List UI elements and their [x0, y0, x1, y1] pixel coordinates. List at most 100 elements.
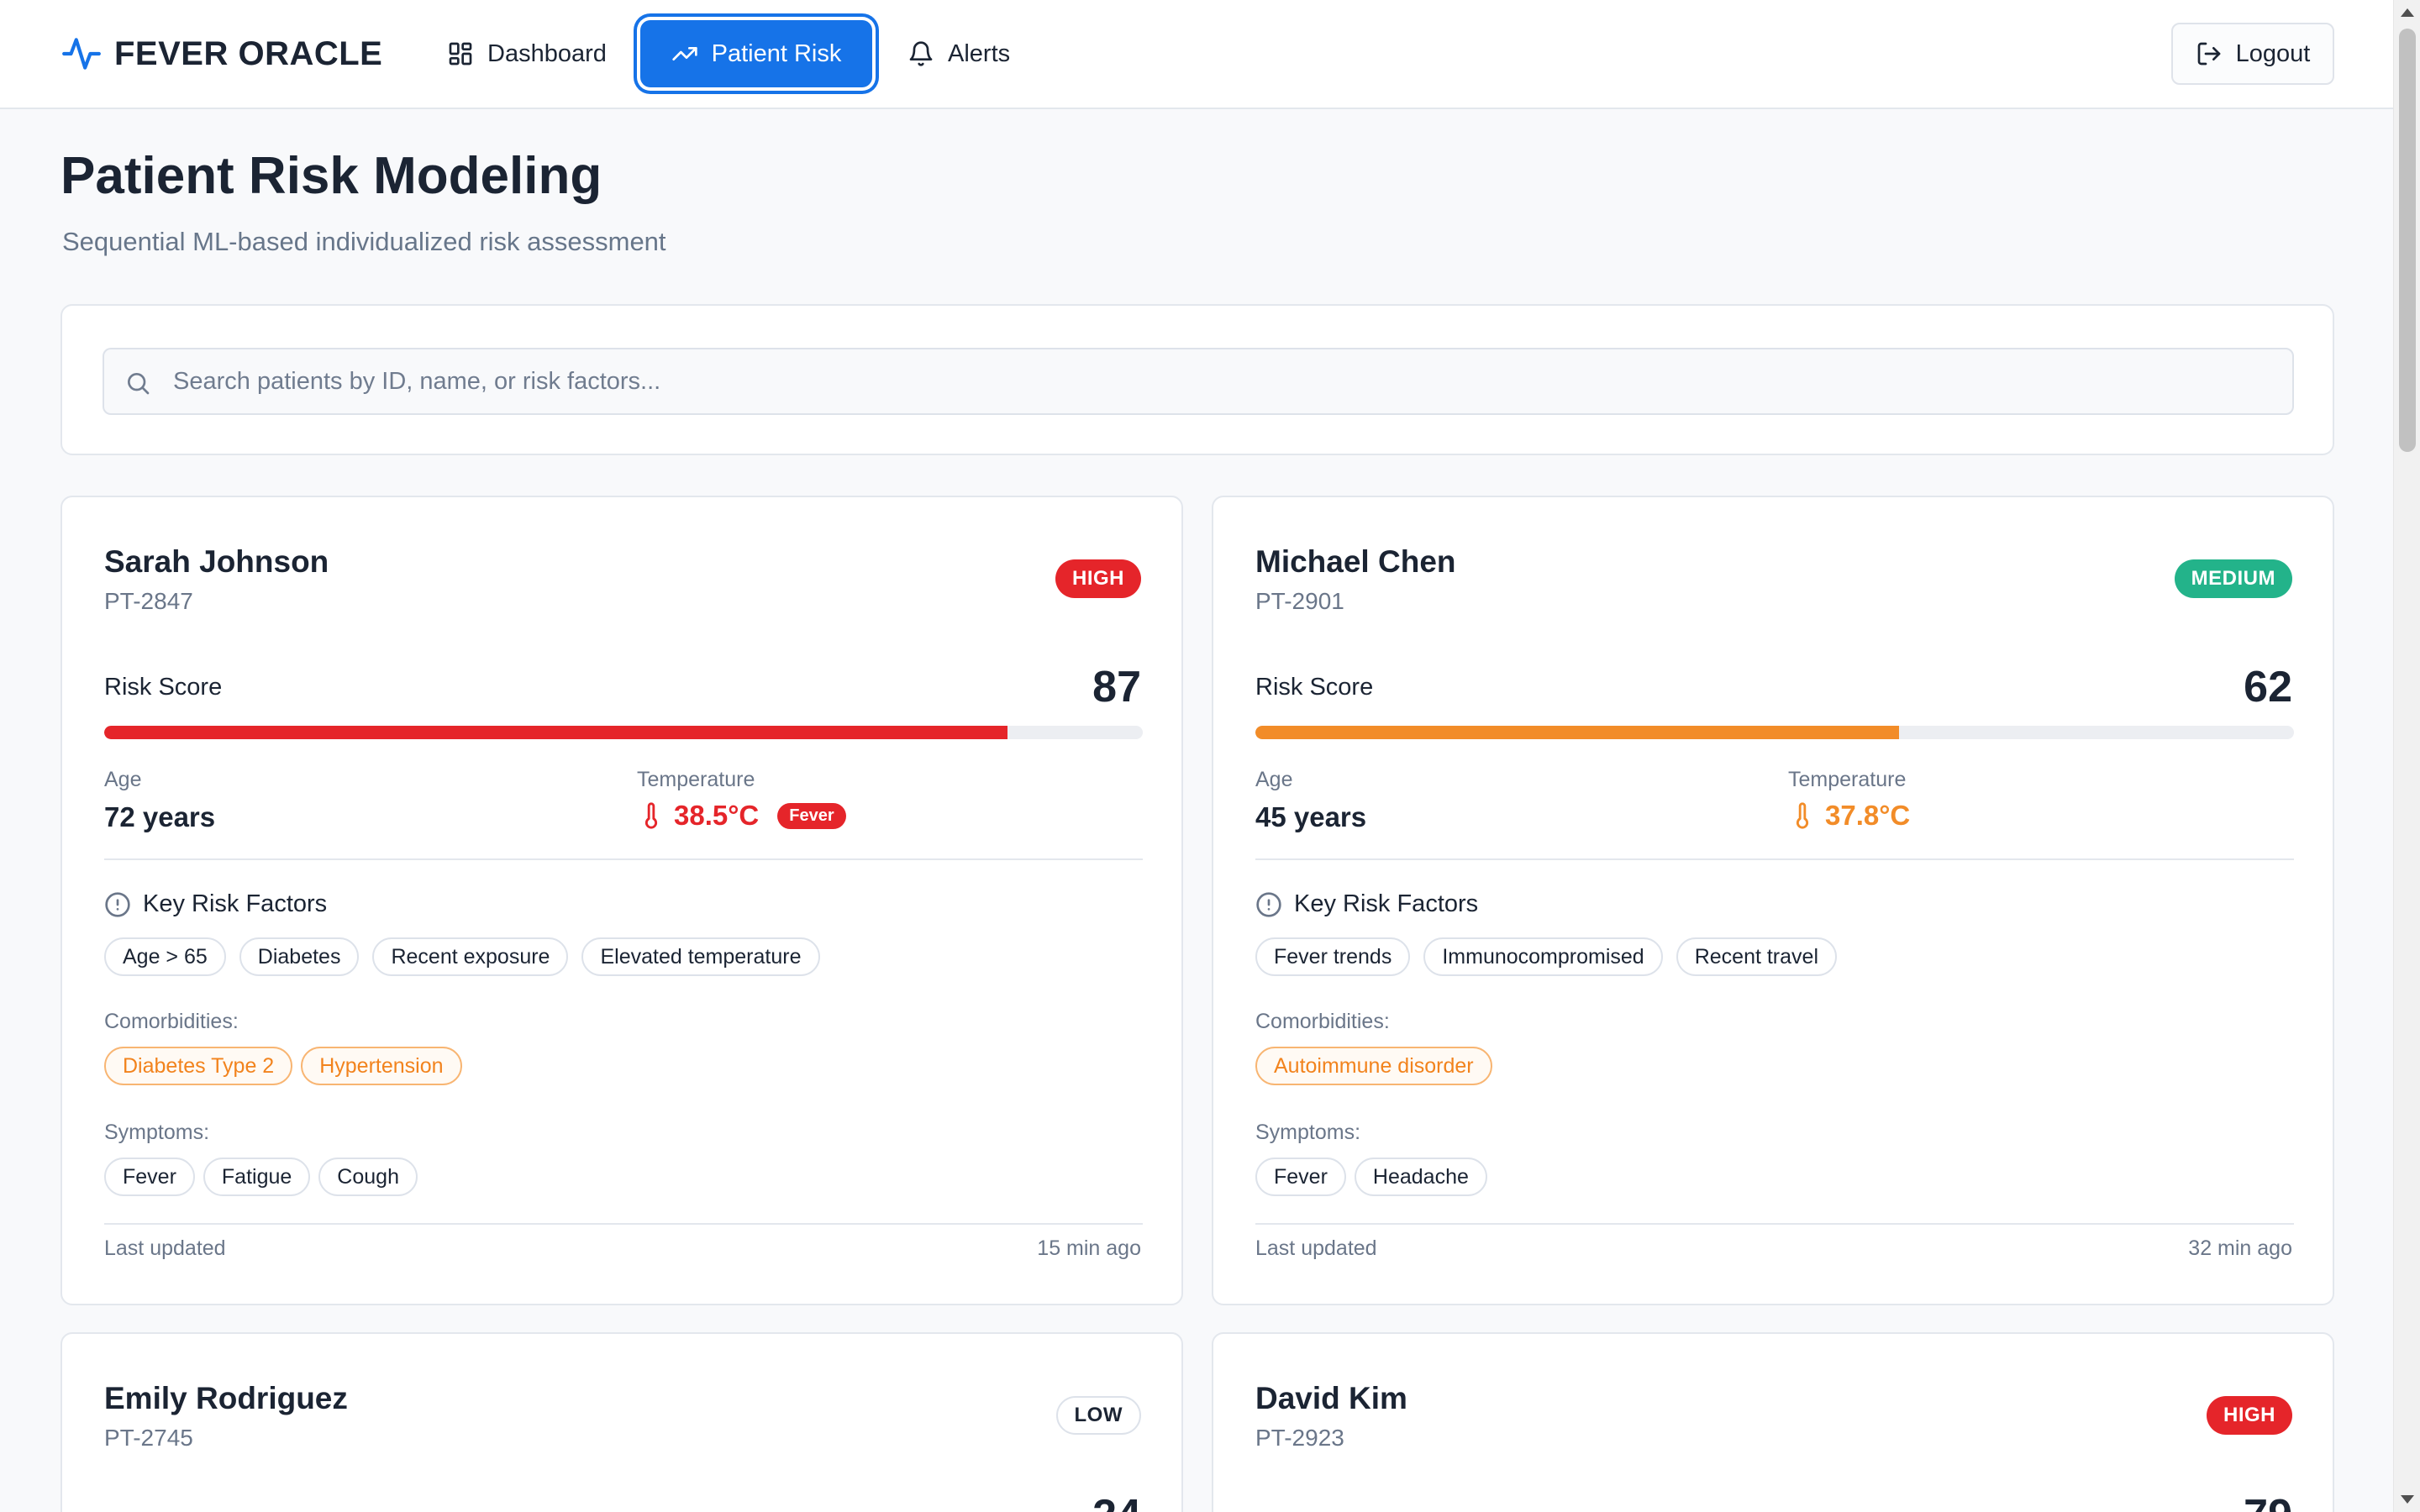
comorbidity-chip: Diabetes Type 2	[104, 1047, 293, 1085]
temperature-label: Temperature	[637, 768, 755, 791]
patient-id: PT-2745	[104, 1425, 193, 1451]
brand-name: FEVER ORACLE	[114, 34, 383, 72]
divider	[104, 858, 1143, 860]
comorbidity-list: Diabetes Type 2 Hypertension	[104, 1047, 462, 1085]
last-updated-value: 15 min ago	[1037, 1236, 1141, 1260]
risk-score-bar	[104, 726, 1143, 739]
last-updated-value: 32 min ago	[2188, 1236, 2292, 1260]
logout-button[interactable]: Logout	[2171, 23, 2334, 85]
risk-level-badge: MEDIUM	[2174, 559, 2292, 598]
page-subtitle: Sequential ML-based individualized risk …	[62, 227, 666, 256]
risk-level-badge: LOW	[1055, 1396, 1141, 1435]
risk-score-label: Risk Score	[1255, 674, 1374, 701]
brand[interactable]: FEVER ORACLE	[60, 30, 382, 77]
patient-id: PT-2901	[1255, 588, 1344, 614]
divider	[1255, 1223, 2294, 1225]
trending-up-icon	[671, 46, 697, 60]
alert-circle-icon	[105, 891, 130, 917]
symptom-chip: Cough	[318, 1158, 418, 1196]
comorbidity-list: Autoimmune disorder	[1255, 1047, 1492, 1085]
age-value: 45 years	[1255, 801, 1367, 832]
search-input[interactable]	[173, 349, 2274, 413]
nav-alerts[interactable]: Alerts	[882, 17, 1035, 91]
symptom-chip: Fatigue	[203, 1158, 311, 1196]
symptoms-label: Symptoms:	[104, 1121, 210, 1144]
symptoms-label: Symptoms:	[1255, 1121, 1361, 1144]
patient-card[interactable]: Emily Rodriguez PT-2745 LOW 24	[60, 1332, 1183, 1512]
symptom-list: Fever Headache	[1255, 1158, 1487, 1196]
temperature-value: 38.5°C Fever	[637, 800, 846, 832]
risk-score-bar-fill	[1255, 726, 1900, 739]
scroll-down-arrow-icon[interactable]	[2401, 1495, 2414, 1504]
scrollbar-thumb[interactable]	[2399, 29, 2416, 452]
nav-patient-risk-label: Patient Risk	[711, 39, 842, 67]
risk-level-badge: HIGH	[2207, 1396, 2292, 1435]
risk-factor-chip: Diabetes	[239, 937, 360, 976]
patient-name: Michael Chen	[1255, 544, 1456, 579]
bell-icon	[909, 41, 933, 66]
risk-level-badge: HIGH	[1055, 559, 1141, 598]
activity-pulse-icon	[62, 38, 101, 70]
alert-circle-icon	[1256, 891, 1281, 917]
comorbidity-chip: Hypertension	[301, 1047, 462, 1085]
comorbidities-label: Comorbidities:	[1255, 1010, 1390, 1033]
risk-factor-list: Age > 65 Diabetes Recent exposure Elevat…	[104, 937, 820, 976]
age-value: 72 years	[104, 801, 216, 832]
risk-score-bar	[1255, 726, 2294, 739]
comorbidities-label: Comorbidities:	[104, 1010, 239, 1033]
risk-factor-chip: Immunocompromised	[1423, 937, 1663, 976]
logout-icon	[2197, 42, 2220, 66]
temperature-label: Temperature	[1788, 768, 1907, 791]
nav-dashboard-label: Dashboard	[487, 39, 607, 67]
risk-factor-list: Fever trends Immunocompromised Recent tr…	[1255, 937, 1837, 976]
fever-badge: Fever	[777, 802, 846, 829]
logout-label: Logout	[2235, 39, 2311, 67]
thermometer-icon	[644, 802, 658, 829]
temperature-reading: 38.5°C	[674, 800, 760, 831]
age-label: Age	[1255, 768, 1293, 791]
top-navbar: FEVER ORACLE Dashboard Patient Risk Aler…	[0, 0, 2393, 109]
risk-score-value: 24	[1092, 1490, 1141, 1512]
key-risk-factors-label: Key Risk Factors	[143, 890, 328, 917]
temperature-reading: 37.8°C	[1825, 800, 1911, 831]
search-box	[103, 348, 2294, 415]
key-risk-factors-label: Key Risk Factors	[1294, 890, 1479, 917]
temperature-value: 37.8°C	[1788, 800, 1910, 832]
nav-patient-risk[interactable]: Patient Risk	[640, 20, 872, 87]
risk-score-value: 79	[2244, 1490, 2292, 1512]
patient-name: David Kim	[1255, 1381, 1407, 1415]
divider	[104, 1223, 1143, 1225]
patient-name: Emily Rodriguez	[104, 1381, 348, 1415]
search-icon	[128, 373, 150, 395]
last-updated-label: Last updated	[104, 1236, 226, 1260]
age-label: Age	[104, 768, 142, 791]
risk-factor-chip: Fever trends	[1255, 937, 1411, 976]
nav-alerts-label: Alerts	[948, 39, 1011, 67]
scroll-up-arrow-icon[interactable]	[2401, 8, 2414, 17]
risk-factor-chip: Recent travel	[1676, 937, 1837, 976]
page-title: Patient Risk Modeling	[60, 147, 602, 205]
patient-card[interactable]: Sarah Johnson PT-2847 HIGH Risk Score 87…	[60, 496, 1183, 1305]
symptom-chip: Fever	[1255, 1158, 1346, 1196]
comorbidity-chip: Autoimmune disorder	[1255, 1047, 1492, 1085]
risk-score-value: 87	[1092, 663, 1141, 711]
patient-card[interactable]: Michael Chen PT-2901 MEDIUM Risk Score 6…	[1212, 496, 2334, 1305]
symptom-list: Fever Fatigue Cough	[104, 1158, 418, 1196]
nav-dashboard[interactable]: Dashboard	[422, 17, 632, 91]
page-scrollbar[interactable]	[2393, 0, 2420, 1512]
thermometer-icon	[1796, 802, 1809, 829]
patient-id: PT-2847	[104, 588, 193, 614]
symptom-chip: Fever	[104, 1158, 195, 1196]
search-card	[60, 304, 2334, 455]
key-risk-factors-heading: Key Risk Factors	[1255, 890, 1478, 918]
risk-score-value: 62	[2244, 663, 2292, 711]
patient-card[interactable]: David Kim PT-2923 HIGH 79	[1212, 1332, 2334, 1512]
risk-factor-chip: Recent exposure	[372, 937, 569, 976]
dashboard-grid-icon	[449, 42, 472, 66]
risk-factor-chip: Elevated temperature	[581, 937, 820, 976]
symptom-chip: Headache	[1354, 1158, 1487, 1196]
risk-factor-chip: Age > 65	[104, 937, 226, 976]
risk-score-label: Risk Score	[104, 674, 223, 701]
patient-id: PT-2923	[1255, 1425, 1344, 1451]
key-risk-factors-heading: Key Risk Factors	[104, 890, 327, 918]
